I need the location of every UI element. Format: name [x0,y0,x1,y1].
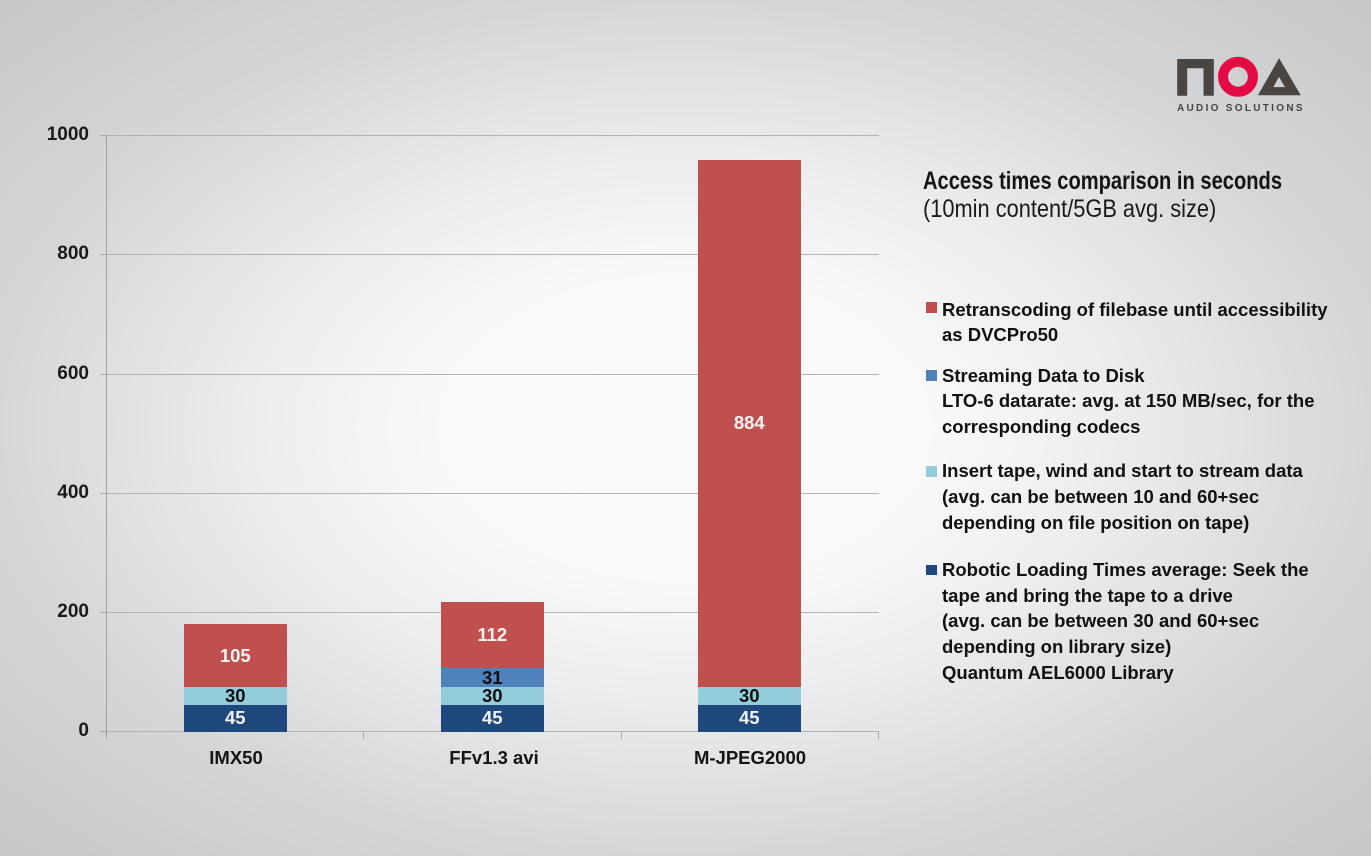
svg-text:AUDIO SOLUTIONS: AUDIO SOLUTIONS [1177,103,1305,114]
